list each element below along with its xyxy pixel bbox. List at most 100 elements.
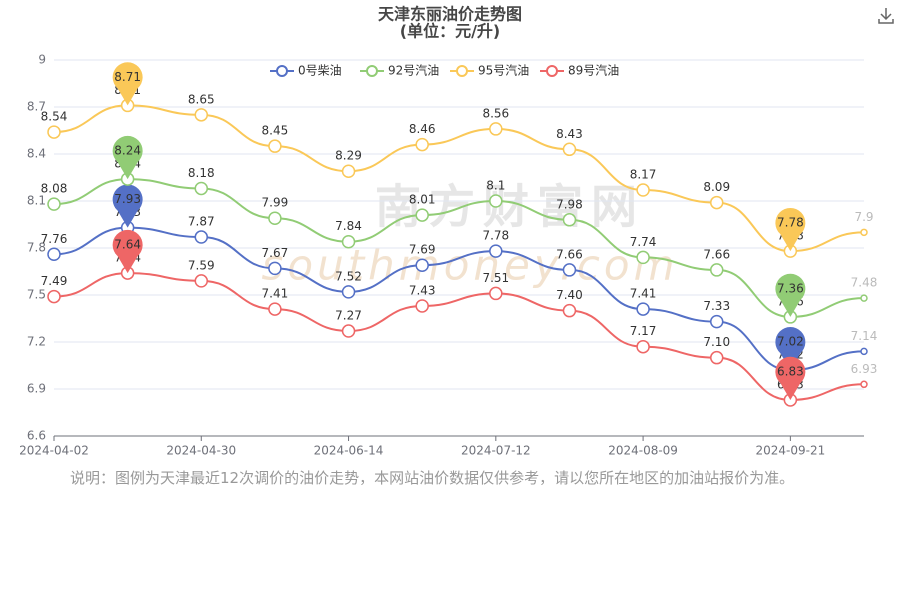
point — [194, 181, 209, 196]
legend-marker — [456, 65, 468, 77]
point — [47, 289, 61, 304]
y-tick-label: 9 — [38, 53, 46, 67]
pin-label: 8.71 — [114, 70, 141, 84]
point — [194, 230, 209, 244]
data-label: 8.01 — [409, 193, 436, 207]
point — [562, 263, 577, 277]
point — [709, 350, 724, 365]
point — [47, 197, 61, 211]
legend-marker — [546, 65, 558, 77]
data-label: 7.66 — [703, 247, 730, 261]
data-label: 7.99 — [262, 196, 289, 210]
pin-label: 7.93 — [114, 192, 141, 206]
legend-label: 0号柴油 — [298, 64, 342, 78]
chart-subtitle: (单位：元/升) — [400, 22, 500, 41]
series: 8.54 8.71 8.65 8.45 8.29 8.46 8.56 8.43 8.17 8.09… — [41, 62, 874, 258]
data-label: 7.52 — [335, 269, 362, 283]
point — [562, 213, 577, 227]
data-label: 7.51 — [482, 271, 509, 285]
pin — [112, 184, 143, 228]
data-label: 8.56 — [482, 106, 509, 120]
data-label: 7.66 — [556, 247, 583, 261]
series-line — [53, 104, 865, 253]
y-tick-label: 6.6 — [27, 429, 46, 443]
data-label: 7.87 — [188, 215, 215, 229]
point — [341, 164, 356, 178]
data-label: 8.29 — [335, 149, 362, 163]
series: 7.76 7.93 7.87 7.67 7.52 7.69 7.78 7.66 7.41 7.33… — [41, 184, 877, 377]
watermark: southmoney.com — [262, 241, 679, 290]
data-label: 8.45 — [262, 124, 289, 138]
point — [194, 108, 209, 122]
pin-label: 7.36 — [777, 281, 804, 295]
point — [562, 142, 577, 157]
series: 8.08 8.24 8.18 7.99 7.84 8.01 8.1 7.98 7.74 7.66 7… — [41, 135, 878, 324]
note: 说明：图例为天津最近12次调价的油价走势，本网站油价数据仅供参考，请以您所在地区… — [70, 469, 795, 487]
point — [709, 195, 724, 210]
data-label: 7.41 — [630, 287, 657, 301]
point — [489, 194, 503, 208]
data-label: 7.69 — [409, 243, 436, 257]
data-label: 8.54 — [41, 110, 68, 124]
point — [47, 125, 61, 139]
point — [415, 208, 429, 222]
point — [636, 302, 650, 316]
point — [268, 139, 282, 153]
point — [268, 261, 282, 276]
watermark: 南方财富网 — [375, 180, 645, 234]
legend-label: 95号汽油 — [478, 63, 529, 78]
point — [709, 263, 724, 277]
pin — [112, 62, 143, 106]
point — [341, 285, 356, 299]
point — [268, 211, 282, 225]
point — [860, 347, 868, 356]
data-label: 8.46 — [409, 122, 436, 136]
point — [415, 137, 429, 152]
pin-label: 6.83 — [777, 364, 804, 378]
data-label: 7.43 — [409, 283, 436, 297]
pin — [775, 356, 806, 400]
point — [194, 274, 209, 288]
pin — [775, 207, 806, 252]
point — [636, 183, 650, 197]
data-label: 7.98 — [556, 197, 583, 211]
y-tick-label: 7.5 — [27, 288, 46, 302]
legend-label: 92号汽油 — [388, 63, 439, 78]
point — [489, 122, 503, 136]
point — [341, 234, 356, 249]
data-label: 6.93 — [851, 362, 878, 376]
data-label: 8.65 — [188, 92, 215, 106]
y-tick-label: 7.2 — [27, 335, 46, 349]
y-tick-label: 8.1 — [27, 194, 46, 208]
y-tick-label: 7.8 — [27, 241, 46, 255]
data-label: 8.18 — [188, 166, 215, 180]
pin — [775, 273, 806, 317]
data-label: 7.10 — [703, 335, 730, 349]
data-label: 7.33 — [703, 299, 730, 313]
x-tick-label: 2024-09-21 — [755, 444, 825, 458]
pin — [775, 327, 806, 371]
y-tick-label: 8.7 — [27, 100, 46, 114]
y-tick-label: 6.9 — [27, 382, 46, 396]
data-label: 7.9 — [854, 210, 873, 224]
point — [47, 247, 61, 262]
point — [341, 324, 356, 338]
data-label: 7.40 — [556, 288, 583, 302]
data-label: 7.27 — [335, 309, 362, 323]
data-label: 8.09 — [703, 180, 730, 194]
point — [636, 250, 650, 265]
data-label: 7.48 — [851, 276, 878, 290]
point — [268, 302, 282, 316]
data-label: 7.74 — [630, 235, 657, 249]
point — [860, 380, 868, 389]
pin-label: 7.02 — [777, 335, 804, 349]
download-icon[interactable] — [878, 8, 894, 24]
pin-label: 7.78 — [777, 216, 804, 230]
point — [860, 294, 868, 302]
point — [636, 339, 650, 354]
data-label: 7.49 — [41, 274, 68, 288]
point — [489, 286, 503, 301]
download-glyph[interactable] — [878, 8, 894, 24]
